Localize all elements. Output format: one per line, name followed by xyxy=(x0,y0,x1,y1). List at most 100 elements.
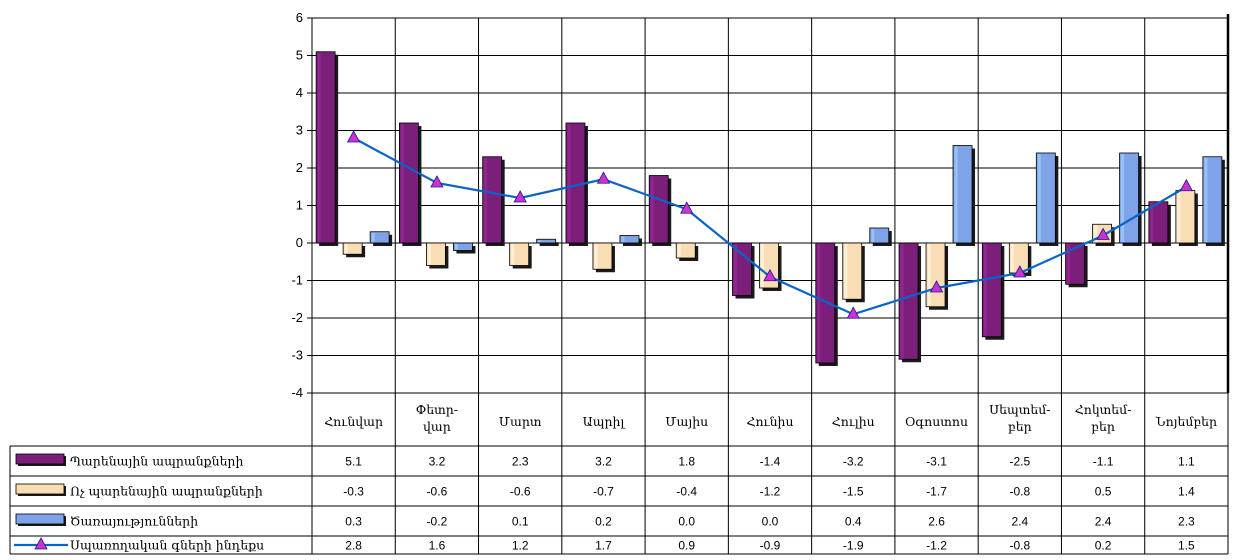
bar xyxy=(399,122,419,244)
bar-highlight xyxy=(1177,191,1181,242)
bar-highlight xyxy=(983,244,987,336)
y-tick-label: 3 xyxy=(296,123,303,138)
x-tick-label: Հունվար xyxy=(324,414,383,429)
data-table-value: 0.9 xyxy=(678,539,695,553)
data-table-value: 2.4 xyxy=(1095,515,1112,529)
bar-shadow xyxy=(539,242,559,246)
data-table-value: 0.1 xyxy=(512,515,529,529)
legend-label: Ոչ պարենային ապրանքների xyxy=(70,484,263,499)
legend-key xyxy=(15,513,65,525)
line-point xyxy=(1013,265,1027,278)
data-table-value: -0.7 xyxy=(593,485,614,499)
data-table-value: -1.2 xyxy=(926,539,947,553)
series-2-bars xyxy=(369,145,1225,254)
bar-highlight xyxy=(1204,157,1208,242)
bar xyxy=(842,242,863,300)
bar xyxy=(815,242,836,364)
bar-highlight xyxy=(511,244,515,265)
bar xyxy=(952,145,973,244)
data-table-value: 5.1 xyxy=(345,455,362,469)
bar-highlight xyxy=(1150,202,1154,242)
x-tick-label: Հունիս xyxy=(746,414,793,429)
data-table-value: -1.7 xyxy=(926,485,947,499)
y-tick-label: -2 xyxy=(291,310,303,325)
x-tick-label: Սեպտեմ- xyxy=(989,402,1050,417)
bar-highlight xyxy=(927,244,931,306)
bar-highlight xyxy=(650,176,654,242)
line-point xyxy=(430,175,444,188)
line-point xyxy=(846,306,860,319)
bar-highlight xyxy=(621,236,625,242)
y-tick-label: -4 xyxy=(291,385,303,400)
bar xyxy=(619,235,640,244)
bar xyxy=(648,175,669,244)
bar xyxy=(509,242,530,266)
x-tick-label: Հոկտեմ- xyxy=(1075,402,1132,417)
data-table-value: 0.5 xyxy=(1095,485,1112,499)
bar xyxy=(981,242,1002,338)
y-tick-label: 5 xyxy=(296,48,303,63)
y-tick-label: 2 xyxy=(296,160,303,175)
line-point xyxy=(596,171,611,184)
bar-highlight xyxy=(371,232,375,242)
data-table-value: -1.4 xyxy=(760,455,781,469)
bar-highlight xyxy=(484,157,488,242)
data-table-value: -0.8 xyxy=(1009,539,1030,553)
line-point xyxy=(1179,178,1194,192)
x-tick-label: Մայիս xyxy=(665,414,708,429)
data-table-value: 2.8 xyxy=(345,539,362,553)
data-table-value: 1.4 xyxy=(1178,485,1195,499)
bar xyxy=(369,231,390,244)
data-table-value: -0.3 xyxy=(343,485,364,499)
data-table-value: -0.6 xyxy=(510,485,531,499)
bar-highlight xyxy=(1121,154,1125,242)
data-table-value: 1.2 xyxy=(512,539,529,553)
series-0-bars xyxy=(315,51,1171,366)
bar-highlight xyxy=(1067,244,1071,284)
x-tick-label: Մարտ xyxy=(499,414,542,429)
bar-highlight xyxy=(817,244,821,362)
x-tick-label: բեր xyxy=(1091,419,1115,434)
x-tick-label: Փետր- xyxy=(416,402,458,417)
x-tick-label: Հուլիս xyxy=(832,414,875,429)
x-tick-label: Ապրիլ xyxy=(583,414,626,429)
bar xyxy=(1119,152,1139,244)
bar xyxy=(732,242,752,296)
line-point xyxy=(346,130,361,143)
data-table-value: 2.3 xyxy=(512,455,529,469)
bar-highlight xyxy=(1094,225,1098,242)
bar xyxy=(1148,201,1169,244)
legend-key xyxy=(15,453,65,465)
legend-key-marker xyxy=(34,537,48,550)
bar xyxy=(1202,156,1223,244)
x-tick-label: Օգոստոս xyxy=(905,414,968,429)
bar-highlight xyxy=(344,244,348,254)
legend-key xyxy=(15,483,65,495)
data-table-value: -0.8 xyxy=(1009,485,1030,499)
y-tick-label: -3 xyxy=(291,348,303,363)
data-table-value: 1.8 xyxy=(678,455,695,469)
data-table-value: -3.2 xyxy=(843,455,864,469)
data-table-value: 0.2 xyxy=(1095,539,1112,553)
bar-highlight xyxy=(538,240,542,242)
bar xyxy=(675,242,696,259)
bar xyxy=(482,156,503,244)
data-table-value: -1.2 xyxy=(760,485,781,499)
data-table-value: 3.2 xyxy=(595,455,612,469)
bar-highlight xyxy=(871,229,875,242)
bar xyxy=(898,242,919,360)
data-table-value: -2.5 xyxy=(1009,455,1030,469)
data-table-value: 2.4 xyxy=(1011,515,1028,529)
line-point xyxy=(1096,227,1110,240)
bar-highlight xyxy=(761,244,764,287)
y-tick-label: 1 xyxy=(296,198,303,213)
data-table-value: 0.4 xyxy=(845,515,862,529)
bar-highlight xyxy=(567,124,571,242)
data-table-value: -0.2 xyxy=(427,515,448,529)
data-table-value: 1.6 xyxy=(429,539,446,553)
data-table-value: 1.1 xyxy=(1178,455,1195,469)
data-table-value: 0.0 xyxy=(678,515,695,529)
data-table-value: 2.3 xyxy=(1178,515,1195,529)
data-table-value: -0.9 xyxy=(760,539,781,553)
